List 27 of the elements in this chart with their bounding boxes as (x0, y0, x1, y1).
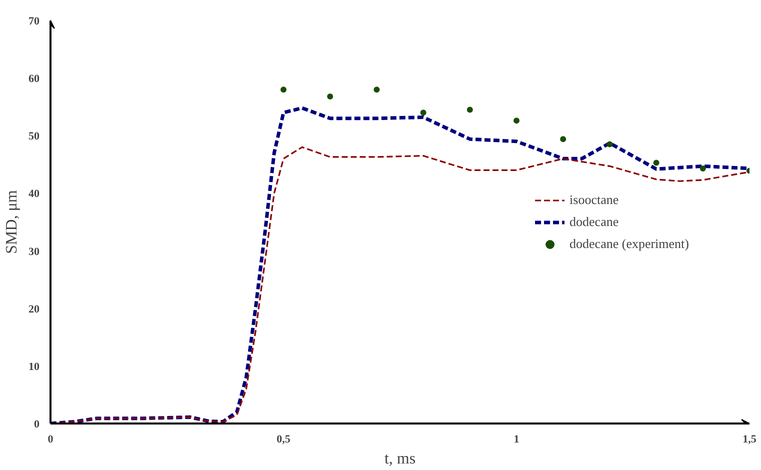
legend-label: dodecane (570, 214, 619, 230)
point (327, 94, 334, 100)
y-tick-label: 0 (34, 418, 40, 430)
x-tick-label: 1 (514, 434, 520, 446)
x-tick-label: 1,5 (742, 434, 757, 446)
y-axis-title: SMD, μm (4, 190, 20, 254)
x-tick-label: 0 (48, 434, 54, 446)
point (606, 141, 613, 148)
legend-label: isooctane (570, 192, 619, 208)
point (466, 106, 473, 113)
y-tick-label: 30 (28, 246, 40, 258)
x-axis-title: t, ms (384, 450, 416, 468)
point (280, 86, 286, 93)
y-tick-label: 70 (28, 16, 40, 28)
y-tick-label: 50 (28, 130, 40, 143)
x-tick-label: 0,5 (276, 434, 291, 446)
y-tick-label: 60 (28, 73, 40, 86)
y-tick-label: 40 (28, 188, 40, 200)
point (374, 86, 380, 93)
point (514, 118, 520, 124)
point (560, 136, 566, 142)
point (653, 160, 660, 166)
point (700, 165, 706, 172)
y-tick-label: 10 (28, 360, 40, 373)
point (420, 110, 426, 116)
y-tick-label: 20 (28, 303, 40, 316)
legend-label: dodecane (experiment) (570, 236, 689, 252)
